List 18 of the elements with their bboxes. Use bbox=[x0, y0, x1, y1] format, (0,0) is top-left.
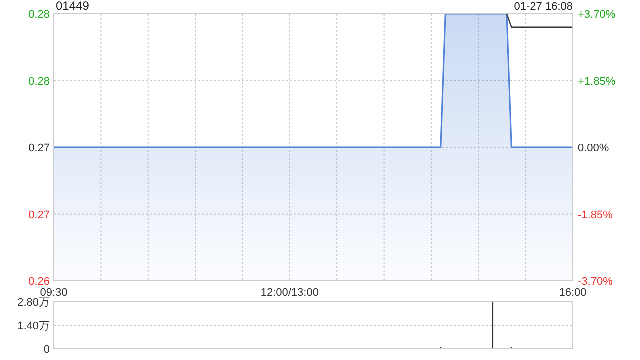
text: 01-27 16:08 bbox=[514, 1, 573, 13]
y-tick-label: 0.27 bbox=[28, 142, 50, 154]
y-tick-label: 0.26 bbox=[28, 276, 50, 288]
y2-tick-label: -1.85% bbox=[578, 209, 614, 222]
y2-tick-label: +1.85% bbox=[578, 76, 616, 88]
x-tick-label: 12:00/13:00 bbox=[260, 287, 319, 299]
y-tick-label: 0 bbox=[44, 344, 50, 356]
y2-tick-label: -3.70% bbox=[578, 276, 614, 288]
x-tick-label: 09:30 bbox=[40, 287, 68, 299]
x-tick-label: 16:00 bbox=[559, 287, 587, 299]
y-tick-label: 0.28 bbox=[28, 9, 50, 21]
y2-tick-label: 0.00% bbox=[578, 142, 610, 154]
y-tick-label: 1.40万 bbox=[18, 320, 50, 332]
y2-tick-label: +3.70% bbox=[578, 9, 616, 21]
y-tick-label: 2.80万 bbox=[18, 297, 50, 309]
chart-title: 01449 bbox=[56, 0, 90, 13]
y-tick-label: 0.27 bbox=[28, 209, 50, 222]
y-tick-label: 0.28 bbox=[28, 76, 50, 88]
